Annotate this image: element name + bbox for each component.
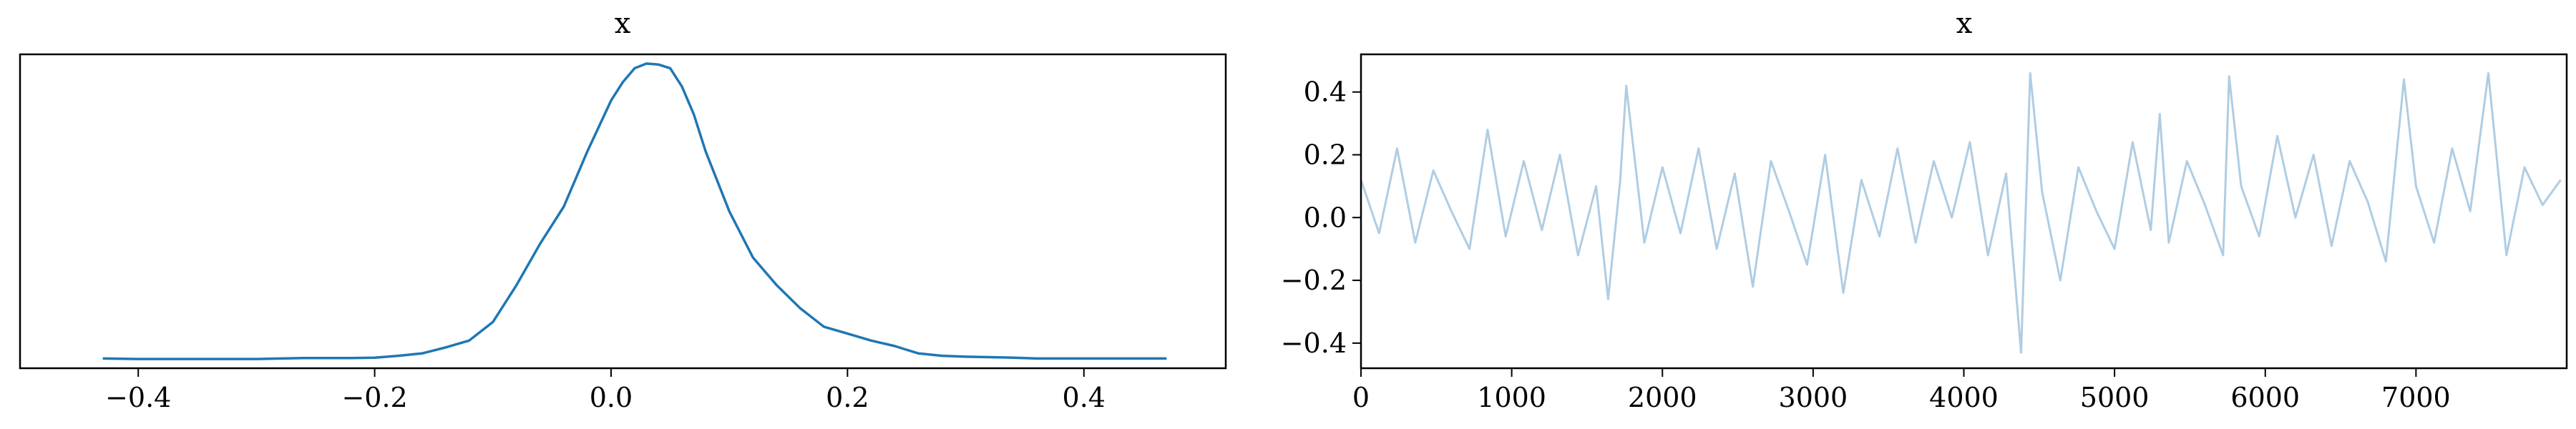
trace-plot-area: [1360, 72, 2562, 354]
trace-xtick-label: 6000: [2230, 382, 2300, 413]
trace-ytick-label: −0.4: [1281, 327, 1347, 359]
kde-panel: x −0.4 −0.2 0.0 0.2 0.4: [19, 7, 1227, 413]
trace-x-axis: 0 1000 2000 3000 4000 5000 6000 7000: [1352, 368, 2451, 413]
kde-title: x: [615, 7, 631, 40]
kde-xtick-label: −0.2: [341, 382, 407, 413]
kde-xtick-label: −0.4: [105, 382, 171, 413]
kde-xtick-label: 0.0: [590, 382, 633, 413]
trace-axes-frame: [1360, 53, 2568, 370]
trace-xtick-label: 2000: [1628, 382, 1697, 413]
trace-xtick-label: 0: [1352, 382, 1370, 413]
trace-xtick-label: 1000: [1477, 382, 1546, 413]
trace-y-axis: −0.4 −0.2 0.0 0.2 0.4: [1281, 77, 1361, 359]
kde-axes-frame: [19, 53, 1227, 370]
trace-ytick-label: 0.0: [1304, 202, 1347, 233]
trace-xtick-label: 7000: [2381, 382, 2451, 413]
trace-ytick-label: 0.4: [1304, 77, 1347, 108]
kde-series-line: [102, 62, 1167, 360]
trace-ytick-label: −0.2: [1281, 265, 1347, 296]
trace-title: x: [1956, 7, 1973, 40]
trace-panel: x 0 1000 2000 3000 4000 5000 6000 7000 −0.4 −0.2…: [1281, 7, 2568, 413]
trace-xtick-label: 5000: [2080, 382, 2150, 413]
trace-series-line: [1360, 72, 2562, 354]
trace-xtick-label: 3000: [1779, 382, 1848, 413]
kde-x-axis: −0.4 −0.2 0.0 0.2 0.4: [105, 368, 1106, 413]
trace-ytick-label: 0.2: [1304, 139, 1347, 170]
kde-xtick-label: 0.4: [1063, 382, 1106, 413]
trace-xtick-label: 4000: [1929, 382, 1999, 413]
kde-xtick-label: 0.2: [826, 382, 869, 413]
kde-plot-area: [102, 62, 1167, 360]
